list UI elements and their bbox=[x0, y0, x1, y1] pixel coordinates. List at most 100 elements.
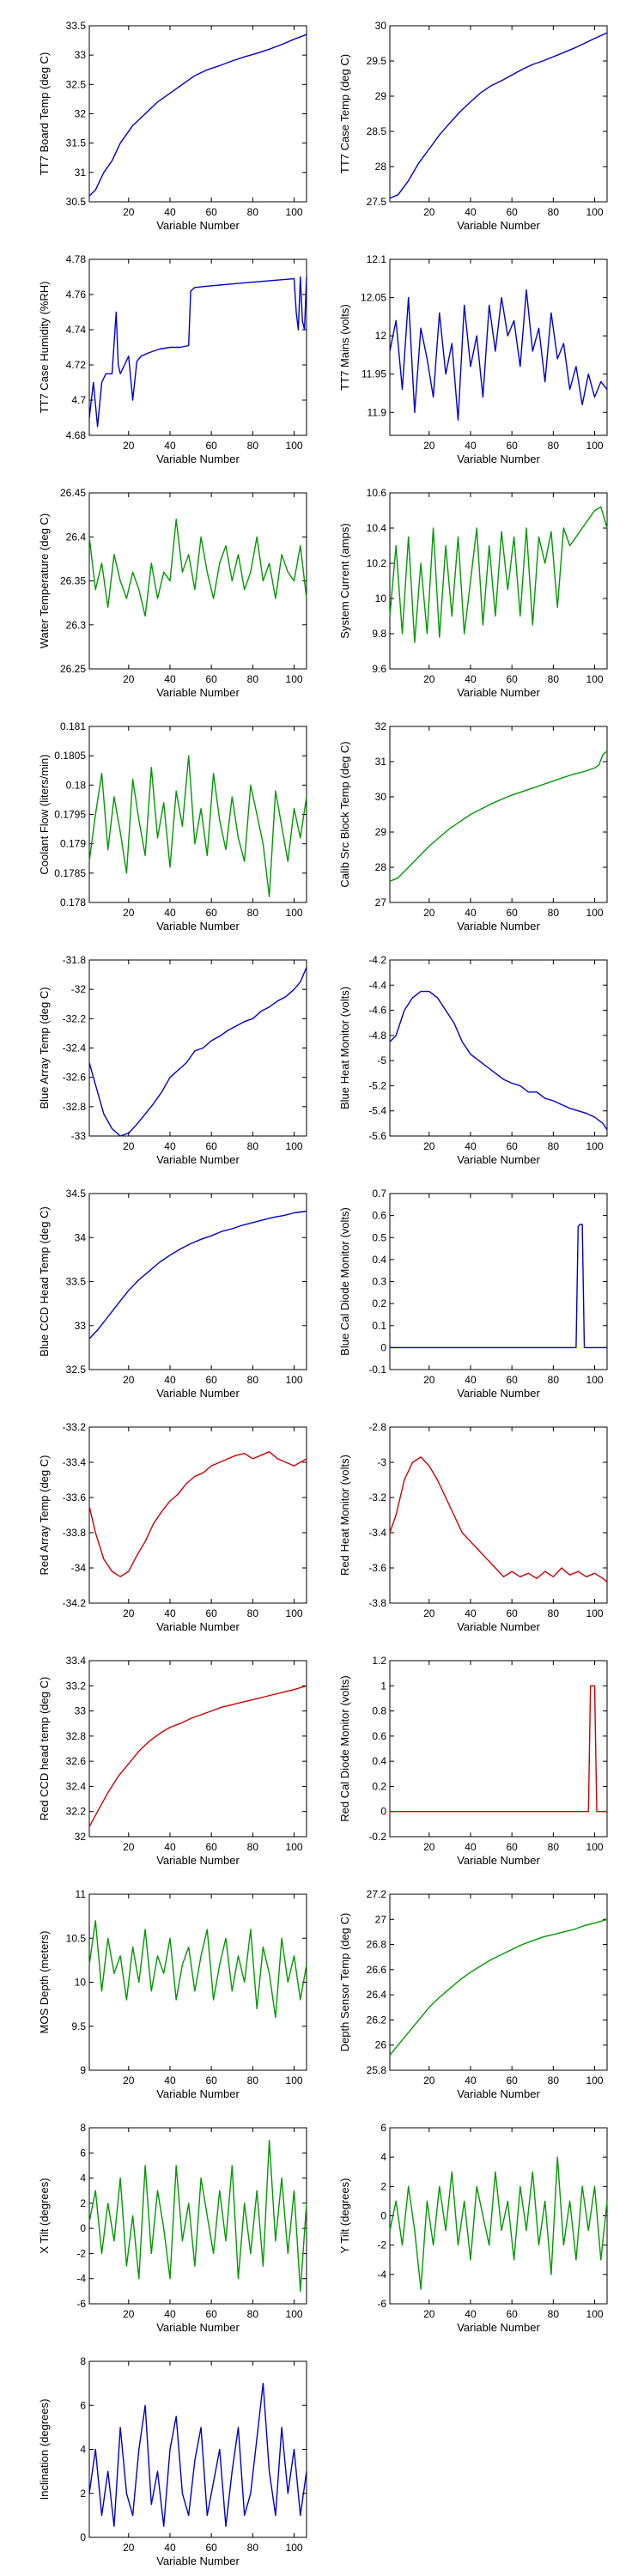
y-tick-label: -3.6 bbox=[368, 1562, 386, 1574]
x-tick-label: 80 bbox=[247, 1140, 259, 1152]
series-line bbox=[389, 2156, 608, 2290]
x-axis-label: Variable Number bbox=[156, 2555, 240, 2567]
y-axis-label: Red Heat Monitor (volts) bbox=[338, 1455, 351, 1576]
y-tick-label: -3 bbox=[377, 1456, 386, 1468]
x-axis-label: Variable Number bbox=[457, 2321, 540, 2334]
y-tick-label: -32.8 bbox=[63, 1101, 87, 1113]
y-tick-label: -2 bbox=[377, 2239, 386, 2251]
x-tick-label: 40 bbox=[164, 673, 176, 685]
x-tick-label: 20 bbox=[423, 1140, 435, 1152]
y-tick-label: 0 bbox=[380, 1806, 386, 1818]
x-axis-label: Variable Number bbox=[457, 453, 540, 465]
x-tick-label: 100 bbox=[586, 1607, 604, 1619]
x-tick-label: 100 bbox=[586, 2308, 604, 2320]
y-tick-label: 34 bbox=[75, 1231, 87, 1243]
x-tick-label: 60 bbox=[205, 907, 217, 919]
x-axis-label: Variable Number bbox=[156, 920, 240, 933]
x-tick-label: 40 bbox=[164, 206, 176, 218]
y-tick-label: 32 bbox=[375, 720, 387, 732]
y-tick-label: 0.1795 bbox=[54, 809, 86, 821]
x-tick-label: 100 bbox=[286, 673, 303, 685]
y-tick-label: -33.4 bbox=[63, 1456, 87, 1468]
x-tick-label: 100 bbox=[586, 1841, 604, 1853]
y-tick-label: 28 bbox=[375, 161, 387, 173]
y-tick-label: -33.8 bbox=[63, 1527, 87, 1539]
x-tick-label: 60 bbox=[205, 2075, 217, 2087]
y-tick-label: 4 bbox=[80, 2172, 86, 2184]
y-tick-label: 1.2 bbox=[372, 1655, 386, 1667]
x-tick-label: 40 bbox=[465, 2075, 477, 2087]
x-axis-label: Variable Number bbox=[457, 2087, 540, 2100]
x-tick-label: 40 bbox=[465, 673, 477, 685]
y-tick-label: 0.18 bbox=[66, 779, 87, 791]
y-tick-label: 6 bbox=[80, 2399, 86, 2411]
x-tick-label: 40 bbox=[465, 1140, 477, 1152]
y-tick-label: 32.2 bbox=[66, 1806, 87, 1818]
x-axis-label: Variable Number bbox=[457, 686, 540, 699]
x-axis-label: Variable Number bbox=[457, 1620, 540, 1633]
y-axis-label: Red CCD head temp (deg C) bbox=[38, 1677, 51, 1821]
x-tick-label: 60 bbox=[506, 673, 518, 685]
x-axis-label: Variable Number bbox=[457, 920, 540, 933]
plot-area bbox=[88, 2360, 307, 2538]
y-tick-label: 31 bbox=[375, 756, 387, 768]
y-tick-label: 10.4 bbox=[367, 522, 387, 534]
y-tick-label: 0.2 bbox=[372, 1780, 386, 1792]
x-tick-label: 80 bbox=[548, 1374, 560, 1386]
y-axis-label: TT7 Board Temp (deg C) bbox=[38, 52, 51, 176]
y-tick-label: 30 bbox=[375, 20, 387, 32]
y-tick-label: 26.4 bbox=[66, 531, 87, 543]
x-tick-label: 100 bbox=[286, 2075, 303, 2087]
x-tick-label: 20 bbox=[423, 2308, 435, 2320]
chart-panel-20: 20 40 60 80 100 -6 -4 -2 0 2 4 6 Variable Number Y Ti… bbox=[338, 2122, 608, 2334]
x-tick-label: 60 bbox=[506, 1607, 518, 1619]
series-line bbox=[88, 1210, 307, 1340]
y-tick-label: 32.5 bbox=[66, 78, 87, 90]
x-axis-label: Variable Number bbox=[156, 453, 240, 465]
y-axis-label: System Current (amps) bbox=[338, 523, 351, 638]
y-tick-label: 12.05 bbox=[361, 292, 386, 304]
series-line bbox=[389, 990, 608, 1131]
y-tick-label: 27.5 bbox=[367, 196, 387, 208]
x-tick-label: 20 bbox=[123, 1607, 135, 1619]
y-tick-label: 26.2 bbox=[367, 2014, 387, 2026]
x-tick-label: 60 bbox=[205, 673, 217, 685]
x-tick-label: 60 bbox=[506, 2308, 518, 2320]
y-tick-label: 2 bbox=[380, 2180, 386, 2192]
x-tick-label: 80 bbox=[548, 1841, 560, 1853]
y-tick-label: -4 bbox=[76, 2273, 86, 2285]
y-tick-label: -4.8 bbox=[368, 1030, 386, 1042]
y-axis-label: Red Array Temp (deg C) bbox=[38, 1455, 51, 1576]
chart-panel-8: 20 40 60 80 100 27 28 29 30 31 32 Variable Number Ca… bbox=[338, 720, 608, 933]
y-axis-label: Inclination (degrees) bbox=[38, 2399, 51, 2500]
x-tick-label: 40 bbox=[164, 2542, 176, 2554]
y-tick-label: 32.4 bbox=[66, 1780, 87, 1792]
x-tick-label: 80 bbox=[247, 1374, 259, 1386]
x-axis-label: Variable Number bbox=[457, 1854, 540, 1867]
y-axis-label: TT7 Case Temp (deg C) bbox=[338, 54, 351, 173]
y-tick-label: 27 bbox=[375, 896, 387, 908]
x-tick-label: 100 bbox=[586, 2075, 604, 2087]
y-tick-label: -3.2 bbox=[368, 1492, 386, 1504]
y-axis-label: Depth Sensor Temp (deg C) bbox=[338, 1913, 351, 2052]
y-tick-label: 33.4 bbox=[66, 1655, 87, 1667]
y-tick-label: 4 bbox=[80, 2444, 86, 2456]
y-axis-label: Blue Cal Diode Monitor (volts) bbox=[338, 1207, 351, 1356]
y-tick-label: -32.6 bbox=[63, 1072, 87, 1084]
x-tick-label: 60 bbox=[506, 1374, 518, 1386]
plot-area bbox=[389, 1193, 608, 1370]
y-tick-label: 0.4 bbox=[372, 1254, 386, 1266]
y-tick-label: 12.1 bbox=[367, 253, 387, 265]
y-tick-label: 30 bbox=[375, 791, 387, 803]
x-tick-label: 80 bbox=[247, 2308, 259, 2320]
plot-area bbox=[88, 1426, 307, 1604]
y-tick-label: -2 bbox=[76, 2247, 86, 2259]
x-tick-label: 80 bbox=[548, 2308, 560, 2320]
y-axis-label: MOS Depth (meters) bbox=[38, 1931, 51, 2034]
series-line bbox=[389, 506, 608, 643]
x-tick-label: 20 bbox=[123, 1841, 135, 1853]
x-tick-label: 20 bbox=[423, 440, 435, 452]
y-tick-label: 32 bbox=[75, 1831, 87, 1843]
series-line bbox=[88, 276, 307, 428]
